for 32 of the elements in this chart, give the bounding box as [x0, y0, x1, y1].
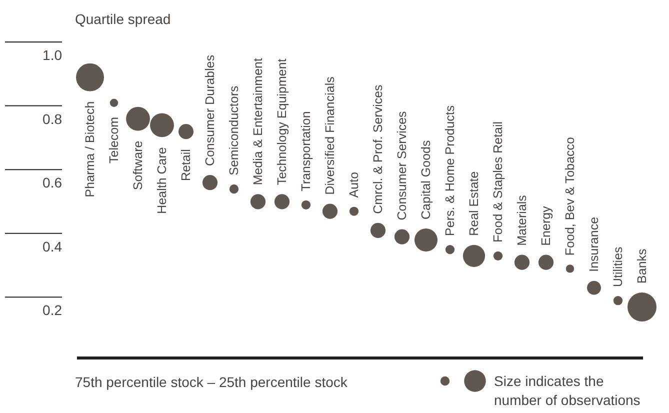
y-tick-label: 0.6: [42, 174, 62, 191]
x-tick-label: Banks: [635, 248, 649, 284]
x-tick-label: Semiconductors: [227, 86, 241, 176]
y-axis-title: Quartile spread: [75, 11, 171, 27]
x-axis-title: 75th percentile stock – 25th percentile stock: [75, 374, 348, 390]
x-tick-label: Cmrcl. & Prof. Services: [371, 84, 385, 214]
y-tick-label: 0.4: [42, 238, 62, 254]
x-tick-label: Software: [131, 140, 145, 190]
x-tick-label: Food, Bev & Tobacco: [563, 136, 577, 256]
x-tick-label: Pharma / Biotech: [83, 101, 97, 198]
x-tick-label: Transportation: [299, 111, 313, 192]
x-tick-label: Energy: [539, 205, 553, 246]
x-tick-label: Consumer Services: [395, 111, 409, 220]
text: Size indicates the number of observations: [494, 373, 640, 408]
x-tick-label: Telecom: [107, 116, 121, 164]
x-tick-label: Capital Goods: [419, 140, 433, 220]
y-tick-label: 0.8: [42, 110, 62, 127]
x-tick-label: Health Care: [155, 147, 169, 214]
x-tick-label: Real Estate: [467, 171, 481, 236]
x-tick-label: Insurance: [587, 216, 601, 272]
y-tick-label: 1.0: [42, 47, 62, 63]
x-tick-label: Pers. & Home Products: [443, 105, 457, 236]
x-tick-label: Auto: [347, 172, 361, 198]
y-tick-label: 0.2: [42, 302, 62, 318]
x-tick-label: Retail: [179, 149, 193, 182]
x-tick-label: Materials: [515, 195, 529, 246]
x-tick-label: Media & Entertainment: [251, 58, 265, 186]
x-tick-label: Technology Equipment: [275, 58, 289, 186]
x-tick-label: Consumer Durables: [203, 54, 217, 166]
x-tick-label: Food & Staples Retail: [491, 121, 505, 242]
x-tick-label: Utilities: [611, 246, 625, 288]
x-tick-label: Diversified Financials: [323, 76, 337, 195]
